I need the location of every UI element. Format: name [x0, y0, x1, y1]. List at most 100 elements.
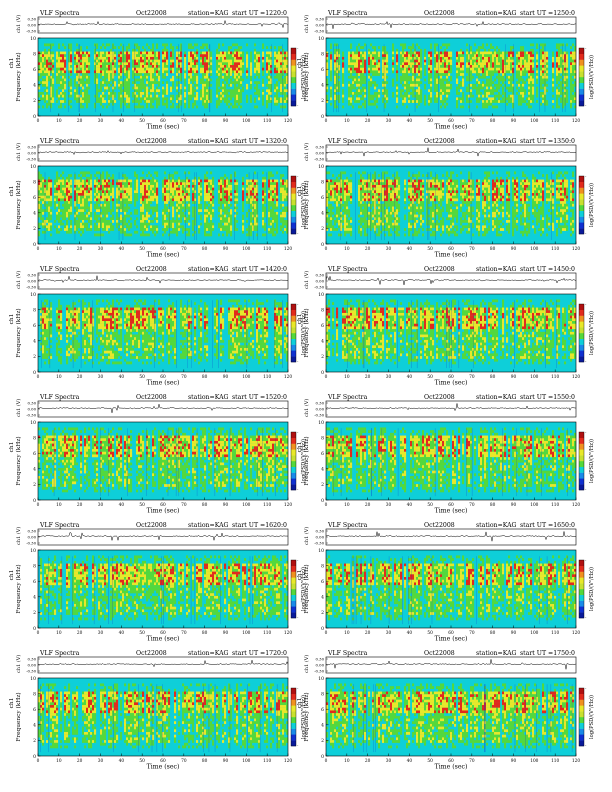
spectrogram-cell	[102, 220, 105, 223]
spectrogram-cell	[108, 92, 111, 95]
spectrogram-cell	[444, 59, 447, 63]
spectrogram-cell	[162, 217, 165, 221]
spectrogram-cell	[158, 54, 161, 58]
spectrogram-cell	[278, 70, 281, 74]
spectrogram-cell	[490, 62, 493, 66]
spectrogram-cell	[254, 67, 257, 71]
spectrogram-cell	[486, 105, 489, 109]
spectrogram-cell	[172, 209, 175, 213]
spectrogram-cell	[142, 105, 145, 109]
spectrogram-cell	[80, 233, 83, 237]
spectrogram-cell	[164, 54, 167, 58]
spectrogram-cell	[360, 62, 363, 66]
spectrogram-cell	[76, 201, 79, 204]
spectrogram-cell	[470, 73, 473, 76]
spectrogram-cell	[144, 89, 147, 93]
spectrogram-cell	[176, 56, 179, 60]
spectrogram-cell	[266, 97, 269, 101]
spectrogram-cell	[38, 75, 41, 79]
spectrogram-cell	[120, 83, 123, 87]
spectrogram-cell	[152, 54, 155, 58]
spectrogram-cell	[284, 65, 287, 68]
spectrogram-cell	[280, 100, 283, 103]
spectrogram-cell	[176, 100, 179, 103]
spectrogram-cell	[56, 187, 59, 191]
spectrogram-cell	[48, 70, 51, 74]
spectrogram-cell	[222, 65, 225, 68]
spectrogram-cell	[102, 176, 105, 180]
spectrogram-cell	[558, 73, 561, 76]
spectrogram-cell	[424, 54, 427, 58]
spectrogram-cell	[42, 182, 45, 186]
spectrogram-cell	[46, 75, 49, 79]
spectrogram-cell	[192, 67, 195, 71]
spectrogram-cell	[474, 54, 477, 58]
spectrogram-cell	[236, 92, 239, 95]
spectrogram-cell	[104, 211, 107, 215]
time-tick-label: 50	[139, 119, 145, 124]
spectrogram-cell	[176, 206, 179, 210]
spectrogram-cell	[204, 51, 207, 55]
spectrogram-cell	[216, 73, 219, 76]
spectrogram-cell	[106, 176, 109, 180]
spectrogram-cell	[250, 59, 253, 63]
spectrogram-cell	[144, 94, 147, 98]
spectrogram-cell	[168, 233, 171, 237]
spectrogram-cell	[430, 43, 433, 47]
colorbar-segment	[291, 65, 296, 72]
spectrogram-cell	[152, 46, 155, 49]
spectrogram-cell	[436, 51, 439, 55]
spectrogram-cell	[156, 89, 159, 93]
strip-tick-label: 0.00	[28, 151, 37, 156]
spectrogram-cell	[64, 217, 67, 221]
spectrogram-cell	[546, 75, 549, 79]
spectrogram-cell	[150, 187, 153, 191]
spectrogram-cell	[154, 94, 157, 98]
spectrogram-cell	[502, 70, 505, 74]
spectrogram-cell	[202, 43, 205, 47]
spectrogram-cell	[280, 89, 283, 93]
spectrogram-cell	[458, 67, 461, 71]
spectrogram-cell	[374, 48, 377, 52]
spectrogram-cell	[102, 56, 105, 60]
spectrogram-cell	[326, 70, 329, 74]
spectrogram-cell	[132, 92, 135, 95]
spectrogram-cell	[222, 75, 225, 79]
spectrogram-cell	[128, 193, 131, 196]
spectrogram-cell	[130, 198, 133, 202]
spectrogram-cell	[502, 59, 505, 63]
spectrogram-cell	[410, 46, 413, 49]
spectrogram-cell	[232, 94, 235, 98]
spectrogram-cell	[418, 94, 421, 98]
spectrogram-cell	[356, 92, 359, 95]
spectrogram-cell	[402, 62, 405, 66]
spectrogram-cell	[208, 83, 211, 87]
spectrogram-cell	[478, 73, 481, 76]
panel-title: VLF Spectra	[39, 138, 80, 145]
spectrogram-cell	[552, 73, 555, 76]
spectrogram-cell	[148, 65, 151, 68]
spectrogram-cell	[190, 65, 193, 68]
spectrogram-cell	[506, 67, 509, 71]
spectrogram-cell	[52, 89, 55, 93]
spectrogram-cell	[124, 220, 127, 223]
spectrogram-cell	[278, 65, 281, 68]
spectrogram-cell	[80, 206, 83, 210]
spectrogram-cell	[130, 222, 133, 226]
spectrogram-cell	[172, 201, 175, 204]
spectrogram-cell	[552, 105, 555, 109]
spectrogram-cell	[412, 81, 415, 85]
spectrogram-cell	[68, 179, 71, 183]
spectrogram-cell	[352, 92, 355, 95]
spectrogram-cell	[124, 222, 127, 226]
spectrogram-cell	[164, 230, 167, 234]
spectrogram-cell	[216, 67, 219, 71]
spectrogram-cell	[508, 75, 511, 79]
spectrogram-cell	[134, 211, 137, 215]
spectrogram-cell	[242, 70, 245, 74]
spectrogram-cell	[46, 182, 49, 186]
spectrogram-cell	[434, 59, 437, 63]
spectrogram-cell	[410, 100, 413, 103]
spectrogram-cell	[148, 195, 151, 199]
spectrogram-cell	[94, 70, 97, 74]
